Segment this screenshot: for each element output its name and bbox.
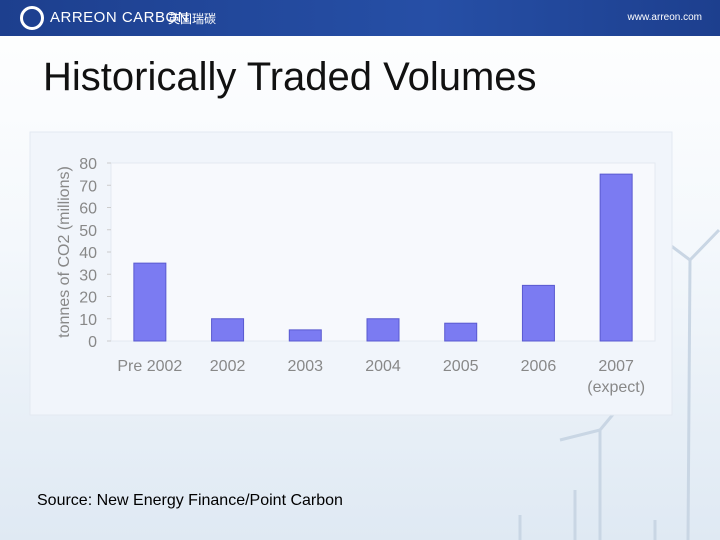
logo-cn: 英国瑞碳 bbox=[168, 12, 217, 26]
x-tick-label: 2002 bbox=[209, 358, 246, 375]
y-tick-label: 60 bbox=[79, 201, 97, 218]
source-note: Source: New Energy Finance/Point Carbon bbox=[37, 492, 343, 509]
x-tick-label: 2004 bbox=[365, 358, 401, 375]
header-bar: ARREON CARBON 英国瑞碳 www.arreon.com bbox=[0, 0, 720, 36]
plot-area bbox=[110, 162, 656, 342]
bar bbox=[288, 329, 322, 342]
x-tick-label: 2006 bbox=[520, 358, 557, 375]
header-url: www.arreon.com bbox=[627, 12, 702, 23]
bar bbox=[133, 262, 167, 342]
slide-title: Historically Traded Volumes bbox=[43, 55, 537, 99]
y-tick-label: 30 bbox=[79, 267, 97, 284]
bar bbox=[521, 284, 555, 342]
x-tick-label: Pre 2002 bbox=[117, 358, 183, 375]
x-tick-label: 2003 bbox=[287, 358, 324, 375]
y-tick-label: 70 bbox=[79, 178, 97, 195]
x-tick-label: 2005 bbox=[442, 358, 479, 375]
y-axis-label: tonnes of CO2 (millions) bbox=[56, 166, 73, 338]
logo-mark bbox=[20, 6, 44, 30]
y-tick-label: 80 bbox=[79, 156, 97, 173]
y-tick-label: 10 bbox=[79, 312, 97, 329]
y-tick-label: 0 bbox=[88, 334, 97, 351]
bar bbox=[211, 318, 245, 342]
y-tick-label: 20 bbox=[79, 290, 97, 307]
bar bbox=[444, 322, 478, 342]
y-tick-label: 50 bbox=[79, 223, 97, 240]
x-tick-label: 2007 (expect) bbox=[587, 358, 646, 396]
bar bbox=[366, 318, 400, 342]
y-tick-label: 40 bbox=[79, 245, 97, 262]
bar bbox=[599, 173, 633, 342]
logo-text: ARREON CARBON bbox=[50, 9, 190, 26]
